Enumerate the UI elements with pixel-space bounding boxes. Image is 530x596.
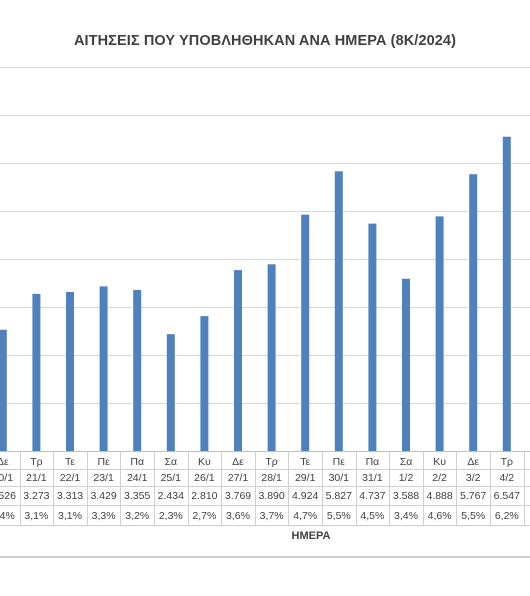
data-label-value: 3.313 — [57, 490, 83, 502]
bar — [469, 174, 478, 451]
tick-label-day: Δε — [232, 456, 244, 468]
tick-label-day: Κυ — [433, 456, 446, 468]
data-label-value: 6.547 — [494, 490, 520, 502]
data-label-percent: 3,1% — [24, 510, 48, 522]
tick-label-day: Τε — [300, 456, 310, 468]
bar — [32, 293, 41, 451]
data-label-percent: 4,5% — [360, 510, 384, 522]
bar — [200, 316, 209, 451]
data-label-value: 2.810 — [191, 490, 217, 502]
tick-label-date: 31/1 — [362, 472, 383, 484]
data-label-percent: 4,6% — [428, 510, 452, 522]
data-label-value: 4.924 — [292, 490, 318, 502]
data-label-percent: 3,7% — [260, 510, 284, 522]
tick-label-date: 4/2 — [499, 472, 514, 484]
tick-label-day: Τρ — [265, 456, 277, 468]
bar — [133, 289, 142, 451]
tick-label-day: Τρ — [30, 456, 42, 468]
tick-label-date: 28/1 — [261, 472, 282, 484]
data-label-percent: 2,7% — [192, 510, 216, 522]
tick-label-date: 27/1 — [228, 472, 249, 484]
data-label-percent: 5,5% — [327, 510, 351, 522]
bar — [166, 334, 175, 451]
tick-label-date: 22/1 — [60, 472, 81, 484]
tick-label-day: Δε — [467, 456, 479, 468]
tick-label-date: 20/1 — [0, 472, 13, 484]
data-label-value: 3.355 — [124, 490, 150, 502]
data-label-value: 3.273 — [23, 490, 49, 502]
tick-label-date: 23/1 — [93, 472, 114, 484]
bar — [99, 286, 108, 451]
data-label-percent: 2,3% — [159, 510, 183, 522]
data-label-value: 3.769 — [225, 490, 251, 502]
data-label-percent: 3,4% — [394, 510, 418, 522]
data-label-percent: 3,6% — [226, 510, 250, 522]
tick-label-date: 21/1 — [26, 472, 47, 484]
bar — [66, 291, 74, 451]
tick-label-date: 26/1 — [194, 472, 215, 484]
data-label-value: 4.737 — [359, 490, 385, 502]
bar — [0, 329, 7, 451]
data-label-percent: 3,1% — [58, 510, 82, 522]
tick-label-day: Σα — [165, 456, 178, 468]
tick-label-date: 24/1 — [127, 472, 148, 484]
data-label-value: 2.434 — [158, 490, 184, 502]
data-label-percent: 4,7% — [293, 510, 317, 522]
tick-label-day: Τε — [65, 456, 75, 468]
tick-label-day: Τρ — [501, 456, 513, 468]
tick-label-day: Πε — [97, 456, 110, 468]
bar — [502, 136, 511, 451]
data-label-value: 4.888 — [426, 490, 452, 502]
data-label-percent: 3,2% — [125, 510, 149, 522]
tick-label-day: Δε — [0, 456, 9, 468]
tick-label-day: Πε — [333, 456, 346, 468]
data-label-percent: 5,5% — [461, 510, 485, 522]
tick-label-date: 29/1 — [295, 472, 316, 484]
x-axis-title: ΗΜΕΡΑ — [292, 530, 331, 542]
tick-label-date: 3/2 — [466, 472, 481, 484]
bar — [402, 278, 410, 451]
tick-label-day: Πα — [130, 456, 144, 468]
tick-label-date: 2/2 — [432, 472, 447, 484]
data-label-value: 3.890 — [258, 490, 284, 502]
tick-label-date: 30/1 — [329, 472, 350, 484]
bar — [435, 216, 444, 451]
tick-label-date: 1/2 — [399, 472, 414, 484]
data-label-value: 3.429 — [90, 490, 116, 502]
data-label-percent: 3,3% — [92, 510, 116, 522]
tick-label-day: Πα — [366, 456, 380, 468]
bar — [267, 264, 276, 451]
data-label-percent: 6,2% — [495, 510, 519, 522]
data-label-value: 2.526 — [0, 490, 16, 502]
tick-label-day: Κυ — [198, 456, 211, 468]
data-label-value: 5.827 — [326, 490, 352, 502]
bar — [234, 270, 242, 451]
chart-title: ΑΙΤΗΣΕΙΣ ΠΟΥ ΥΠΟΒΛΗΘΗΚΑΝ ΑΝΑ ΗΜΕΡΑ (8Κ/2… — [73, 33, 457, 49]
tick-label-day: Σα — [400, 456, 413, 468]
bar — [368, 223, 377, 451]
data-label-percent: 2,4% — [0, 510, 15, 522]
data-label-value: 5.767 — [460, 490, 486, 502]
tick-label-date: 25/1 — [161, 472, 182, 484]
bar — [301, 214, 310, 451]
bar — [334, 171, 343, 451]
data-label-value: 3.588 — [393, 490, 419, 502]
